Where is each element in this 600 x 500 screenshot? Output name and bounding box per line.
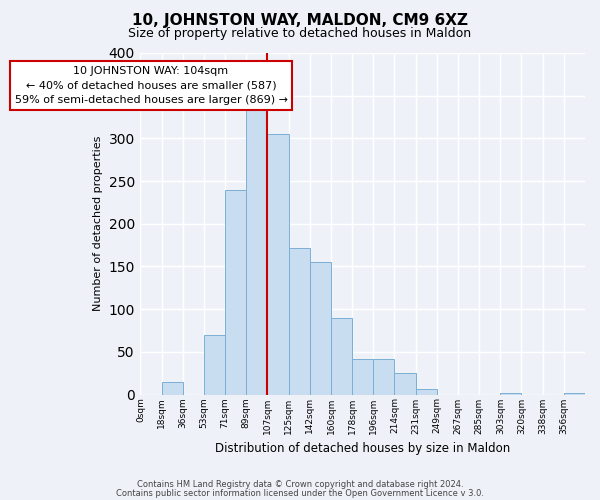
Y-axis label: Number of detached properties: Number of detached properties — [93, 136, 103, 312]
Bar — [225, 190, 246, 394]
X-axis label: Distribution of detached houses by size in Maldon: Distribution of detached houses by size … — [215, 442, 511, 455]
Bar — [564, 393, 585, 394]
Text: Size of property relative to detached houses in Maldon: Size of property relative to detached ho… — [128, 28, 472, 40]
Bar — [352, 358, 373, 394]
Bar — [161, 382, 183, 394]
Bar — [500, 393, 521, 394]
Bar — [373, 358, 394, 394]
Text: Contains public sector information licensed under the Open Government Licence v : Contains public sector information licen… — [116, 488, 484, 498]
Bar — [310, 262, 331, 394]
Bar — [268, 134, 289, 394]
Bar — [289, 248, 310, 394]
Text: 10 JOHNSTON WAY: 104sqm
← 40% of detached houses are smaller (587)
59% of semi-d: 10 JOHNSTON WAY: 104sqm ← 40% of detache… — [14, 66, 287, 106]
Bar — [204, 334, 225, 394]
Text: Contains HM Land Registry data © Crown copyright and database right 2024.: Contains HM Land Registry data © Crown c… — [137, 480, 463, 489]
Text: 10, JOHNSTON WAY, MALDON, CM9 6XZ: 10, JOHNSTON WAY, MALDON, CM9 6XZ — [132, 12, 468, 28]
Bar — [394, 373, 416, 394]
Bar — [331, 318, 352, 394]
Bar — [416, 388, 437, 394]
Bar — [246, 108, 268, 395]
